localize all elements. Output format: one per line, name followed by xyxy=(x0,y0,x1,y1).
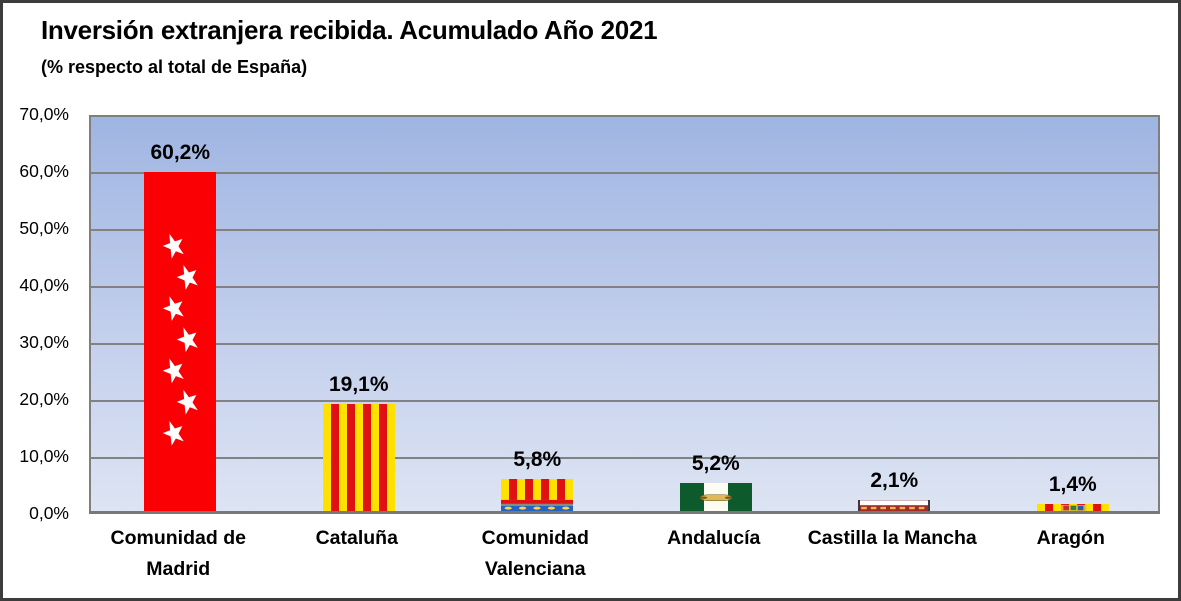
flag-aragon-icon xyxy=(1036,504,1109,512)
bar-group-aragon: 1,4% xyxy=(984,117,1163,512)
y-tick-label-0: 0,0% xyxy=(29,503,69,523)
gridline-20 xyxy=(91,400,1158,402)
bar-group-castilla-la-mancha: 2,1% xyxy=(805,117,984,512)
bar-value-label: 5,2% xyxy=(691,451,740,475)
bar-andalucia xyxy=(679,482,752,512)
bar-value-label: 5,8% xyxy=(513,448,562,472)
y-tick-label-70: 70,0% xyxy=(19,104,69,124)
bar-cataluna xyxy=(322,404,395,512)
gridline-40 xyxy=(91,286,1158,288)
bar-group-comunidad-de-madrid: 60,2% xyxy=(91,117,270,512)
bar-valenciana xyxy=(501,479,574,512)
chart-subtitle: (% respecto al total de España) xyxy=(41,57,308,77)
y-tick-label-60: 60,0% xyxy=(19,161,69,181)
bar-value-label: 2,1% xyxy=(870,469,919,493)
bar-madrid xyxy=(144,172,217,512)
gridline-50 xyxy=(91,229,1158,231)
bar-group-andalucia: 5,2% xyxy=(627,117,806,512)
bar-aragon xyxy=(1036,504,1109,512)
x-axis-line xyxy=(89,511,1160,514)
x-label-aragon: Aragón xyxy=(1036,527,1105,549)
x-label-cataluna: Cataluña xyxy=(315,527,398,549)
gridline-60 xyxy=(91,172,1158,174)
y-tick-label-40: 40,0% xyxy=(19,275,69,295)
gridline-30 xyxy=(91,343,1158,345)
plot-area: 60,2% 19,1% xyxy=(89,115,1160,514)
bar-castilla-la-mancha xyxy=(858,500,931,512)
y-tick-label-20: 20,0% xyxy=(19,389,69,409)
bar-group-comunidad-valenciana: 5,8% xyxy=(448,117,627,512)
x-label-andalucia: Andalucía xyxy=(667,527,761,549)
x-label-comunidad-valenciana: Comunidad Valenciana xyxy=(481,527,589,581)
flag-castilla-la-mancha-icon xyxy=(858,500,931,512)
y-tick-label-30: 30,0% xyxy=(19,332,69,352)
flag-comunidad-valenciana-icon xyxy=(501,479,574,512)
bar-value-label: 60,2% xyxy=(150,141,211,165)
y-tick-label-10: 10,0% xyxy=(19,446,69,466)
x-label-castilla-la-mancha: Castilla la Mancha xyxy=(807,527,977,549)
flag-andalucia-icon xyxy=(679,482,752,512)
gridline-10 xyxy=(91,457,1158,459)
x-label-comunidad-de-madrid: Comunidad de Madrid xyxy=(110,527,246,581)
x-axis-labels: Comunidad de Madrid Cataluña Comunidad V… xyxy=(89,523,1160,585)
y-tick-label-50: 50,0% xyxy=(19,218,69,238)
bar-value-label: 1,4% xyxy=(1048,473,1097,497)
bar-value-label: 19,1% xyxy=(328,373,389,397)
flag-cataluna-icon xyxy=(322,404,395,512)
flag-comunidad-de-madrid-icon xyxy=(144,172,217,512)
bar-group-cataluna: 19,1% xyxy=(270,117,449,512)
chart-title: Inversión extranjera recibida. Acumulado… xyxy=(41,15,658,45)
